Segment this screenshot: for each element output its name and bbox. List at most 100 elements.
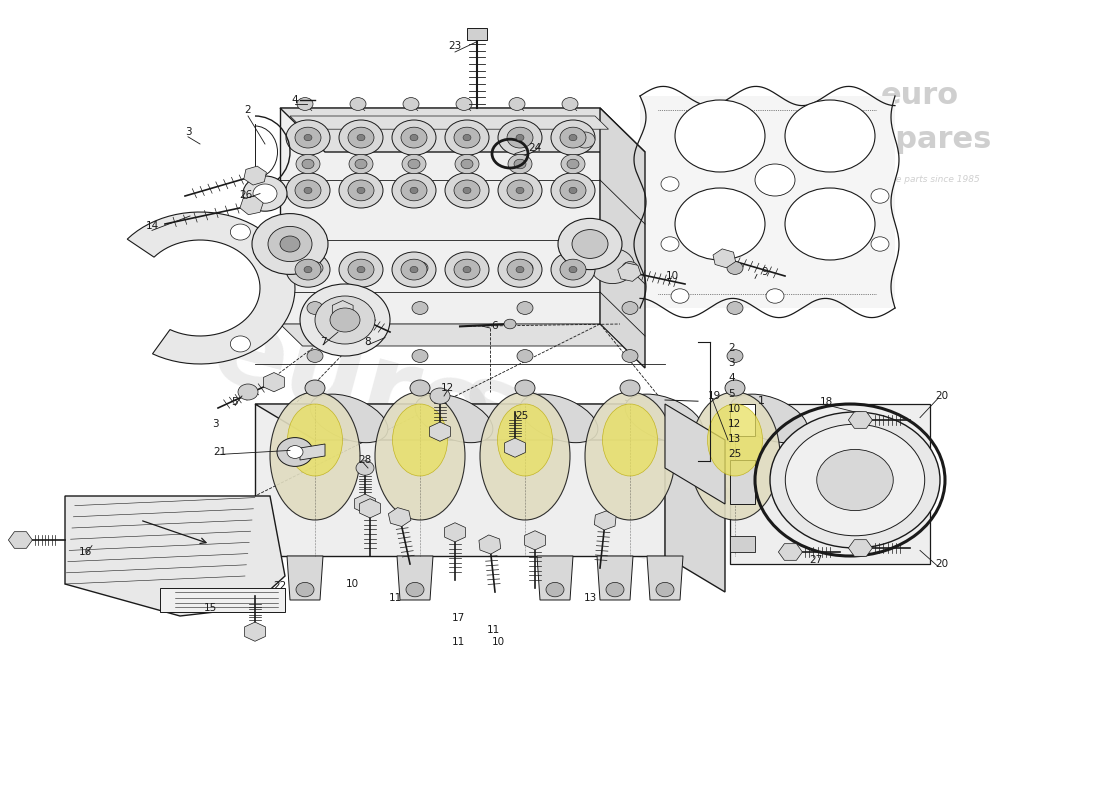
Circle shape	[402, 259, 427, 280]
Circle shape	[454, 180, 480, 201]
Circle shape	[785, 424, 925, 536]
Text: 17: 17	[451, 613, 464, 622]
Ellipse shape	[415, 394, 493, 442]
Text: 26: 26	[240, 190, 253, 200]
Text: 8: 8	[365, 337, 372, 346]
Polygon shape	[730, 404, 755, 436]
Circle shape	[454, 127, 480, 148]
Text: euro: euro	[200, 295, 504, 473]
Polygon shape	[128, 212, 295, 364]
Text: 3: 3	[211, 419, 218, 429]
Circle shape	[606, 582, 624, 597]
Circle shape	[408, 159, 420, 169]
Circle shape	[566, 159, 579, 169]
Text: 24: 24	[528, 143, 541, 153]
Circle shape	[514, 159, 526, 169]
Circle shape	[517, 302, 534, 314]
Ellipse shape	[287, 404, 342, 476]
Ellipse shape	[585, 392, 675, 520]
Text: 4: 4	[292, 95, 298, 105]
Ellipse shape	[497, 404, 552, 476]
Circle shape	[412, 350, 428, 362]
Circle shape	[871, 189, 889, 203]
Text: spares: spares	[878, 126, 992, 154]
Circle shape	[454, 259, 480, 280]
Polygon shape	[397, 556, 433, 600]
Circle shape	[406, 582, 424, 597]
Polygon shape	[255, 404, 725, 440]
Text: 19: 19	[707, 391, 721, 401]
Ellipse shape	[393, 404, 448, 476]
Text: 10: 10	[345, 579, 359, 589]
Circle shape	[516, 134, 524, 141]
Circle shape	[315, 296, 375, 344]
Text: 22: 22	[274, 582, 287, 591]
Circle shape	[403, 98, 419, 110]
Circle shape	[302, 159, 313, 169]
Circle shape	[295, 127, 321, 148]
Circle shape	[358, 266, 365, 273]
Circle shape	[569, 134, 578, 141]
Circle shape	[785, 188, 874, 260]
Polygon shape	[594, 511, 616, 530]
Text: spares: spares	[450, 356, 826, 540]
Text: 14: 14	[145, 221, 158, 230]
Circle shape	[297, 98, 313, 110]
Ellipse shape	[375, 392, 465, 520]
Circle shape	[296, 582, 314, 597]
Circle shape	[575, 132, 595, 148]
Circle shape	[446, 120, 490, 155]
Polygon shape	[600, 108, 645, 368]
Polygon shape	[525, 530, 546, 550]
Circle shape	[621, 350, 638, 362]
Circle shape	[230, 336, 251, 352]
Ellipse shape	[730, 394, 807, 442]
Circle shape	[516, 266, 524, 273]
Circle shape	[508, 154, 532, 174]
Polygon shape	[618, 263, 641, 282]
Circle shape	[253, 184, 277, 203]
Text: 12: 12	[728, 419, 741, 429]
Text: 5: 5	[232, 397, 239, 406]
Polygon shape	[240, 196, 263, 214]
Text: automotive parts since 1985: automotive parts since 1985	[412, 482, 688, 574]
Circle shape	[463, 134, 471, 141]
Circle shape	[551, 252, 595, 287]
Circle shape	[304, 134, 312, 141]
Circle shape	[350, 98, 366, 110]
Polygon shape	[537, 556, 573, 600]
Circle shape	[675, 188, 764, 260]
Text: 20: 20	[935, 391, 948, 401]
Text: 10: 10	[666, 271, 679, 281]
Circle shape	[507, 180, 534, 201]
Circle shape	[286, 173, 330, 208]
Text: 1: 1	[758, 396, 764, 406]
Circle shape	[295, 259, 321, 280]
Ellipse shape	[690, 392, 780, 520]
Text: 21: 21	[213, 447, 227, 457]
Polygon shape	[388, 507, 411, 526]
Circle shape	[569, 266, 578, 273]
Polygon shape	[9, 532, 32, 548]
Circle shape	[230, 224, 251, 240]
Text: 2: 2	[728, 343, 735, 353]
Polygon shape	[666, 404, 725, 504]
Polygon shape	[287, 556, 323, 600]
Circle shape	[498, 252, 542, 287]
Text: 12: 12	[440, 383, 453, 393]
Polygon shape	[848, 540, 872, 556]
Circle shape	[558, 218, 622, 270]
Circle shape	[280, 236, 300, 252]
Circle shape	[591, 248, 635, 284]
Circle shape	[330, 308, 360, 332]
Polygon shape	[666, 404, 725, 592]
Circle shape	[238, 384, 258, 400]
Circle shape	[727, 350, 742, 362]
Circle shape	[410, 380, 430, 396]
Ellipse shape	[520, 394, 598, 442]
Circle shape	[517, 262, 534, 274]
Circle shape	[463, 187, 471, 194]
Polygon shape	[478, 535, 500, 554]
Circle shape	[243, 176, 287, 211]
Circle shape	[349, 154, 373, 174]
